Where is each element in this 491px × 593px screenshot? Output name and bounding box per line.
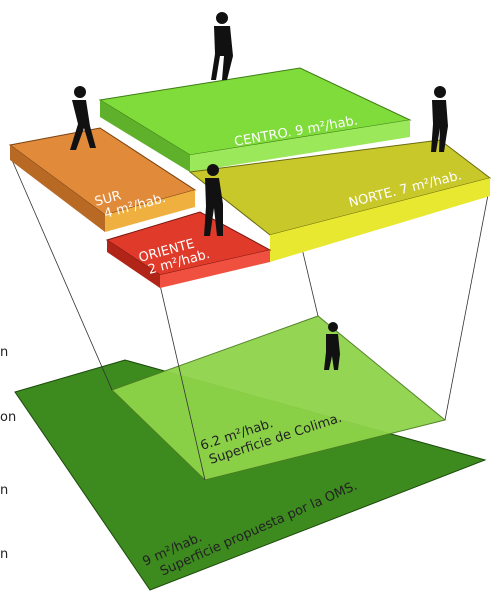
left-fragment: on — [0, 410, 16, 425]
oriente-side — [107, 240, 160, 288]
centro-side — [100, 100, 190, 172]
people — [70, 12, 448, 370]
centro-front — [190, 120, 410, 172]
left-fragment: n — [0, 483, 8, 498]
oriente-front — [160, 250, 270, 288]
norte-front — [270, 178, 490, 262]
projection-lines — [11, 159, 489, 481]
zone-label-line: SUR — [93, 188, 123, 209]
left-fragment: n — [0, 345, 8, 360]
oms-plane — [14, 359, 487, 591]
left-fragment: n — [0, 547, 8, 562]
sur-front — [105, 190, 195, 232]
sur-side — [10, 145, 105, 232]
